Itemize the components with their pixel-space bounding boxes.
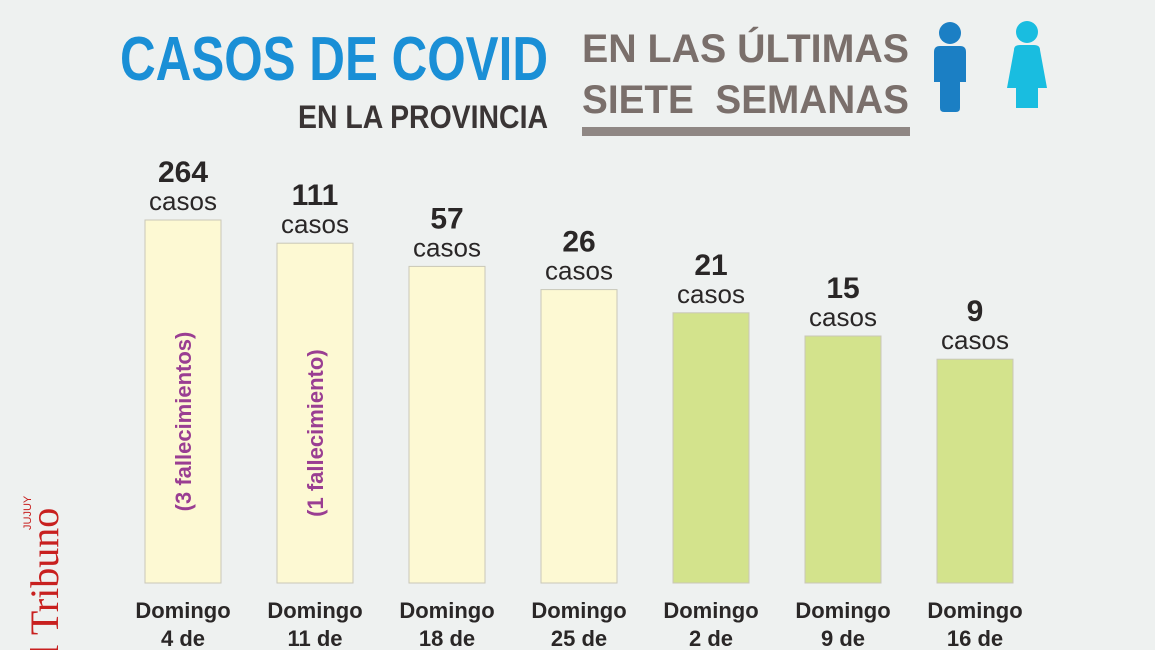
case-count: 264 bbox=[158, 156, 208, 189]
date-label: 16 de bbox=[947, 626, 1003, 650]
period-line: EN LAS ÚLTIMAS bbox=[582, 25, 909, 71]
case-count: 57 bbox=[430, 202, 463, 235]
date-label: 18 de bbox=[419, 626, 475, 650]
female-icon bbox=[1007, 21, 1047, 108]
date-label: 11 de bbox=[287, 626, 342, 650]
case-unit: casos bbox=[809, 302, 877, 332]
day-label: Domingo bbox=[399, 598, 494, 623]
death-note: (1 fallecimiento) bbox=[303, 349, 328, 516]
date-label: 4 de bbox=[161, 626, 205, 650]
logo-region: JUJUY bbox=[22, 495, 34, 530]
male-icon bbox=[934, 22, 966, 112]
case-unit: casos bbox=[149, 186, 217, 216]
day-label: Domingo bbox=[663, 598, 758, 623]
case-unit: casos bbox=[545, 256, 613, 286]
case-count: 21 bbox=[694, 249, 727, 282]
death-note: (3 fallecimientos) bbox=[171, 332, 196, 512]
case-count: 26 bbox=[562, 226, 595, 259]
case-count: 9 bbox=[967, 295, 984, 328]
case-unit: casos bbox=[941, 325, 1009, 355]
case-count: 111 bbox=[292, 179, 339, 212]
day-label: Domingo bbox=[531, 598, 626, 623]
bar bbox=[144, 219, 222, 584]
case-unit: casos bbox=[281, 209, 349, 239]
date-label: 9 de bbox=[821, 626, 865, 650]
bar bbox=[804, 335, 882, 584]
date-label: 2 de bbox=[689, 626, 733, 650]
case-count: 15 bbox=[826, 272, 859, 305]
day-label: Domingo bbox=[927, 598, 1022, 623]
bar bbox=[276, 242, 354, 584]
date-label: 25 de bbox=[551, 626, 607, 650]
case-unit: casos bbox=[413, 232, 481, 262]
day-label: Domingo bbox=[135, 598, 230, 623]
bar bbox=[540, 289, 618, 584]
logo-name: El Tribuno bbox=[22, 508, 67, 650]
title: CASOS DE COVID bbox=[120, 25, 548, 94]
logo: El Tribuno JUJUY bbox=[22, 495, 67, 650]
subtitle: EN LA PROVINCIA bbox=[298, 99, 548, 135]
period-line: SIETE SEMANAS bbox=[582, 78, 909, 122]
day-label: Domingo bbox=[795, 598, 890, 623]
bar bbox=[408, 265, 486, 584]
underline bbox=[582, 127, 910, 136]
case-unit: casos bbox=[677, 279, 745, 309]
bar bbox=[936, 358, 1014, 584]
day-label: Domingo bbox=[267, 598, 362, 623]
bar bbox=[672, 312, 750, 584]
